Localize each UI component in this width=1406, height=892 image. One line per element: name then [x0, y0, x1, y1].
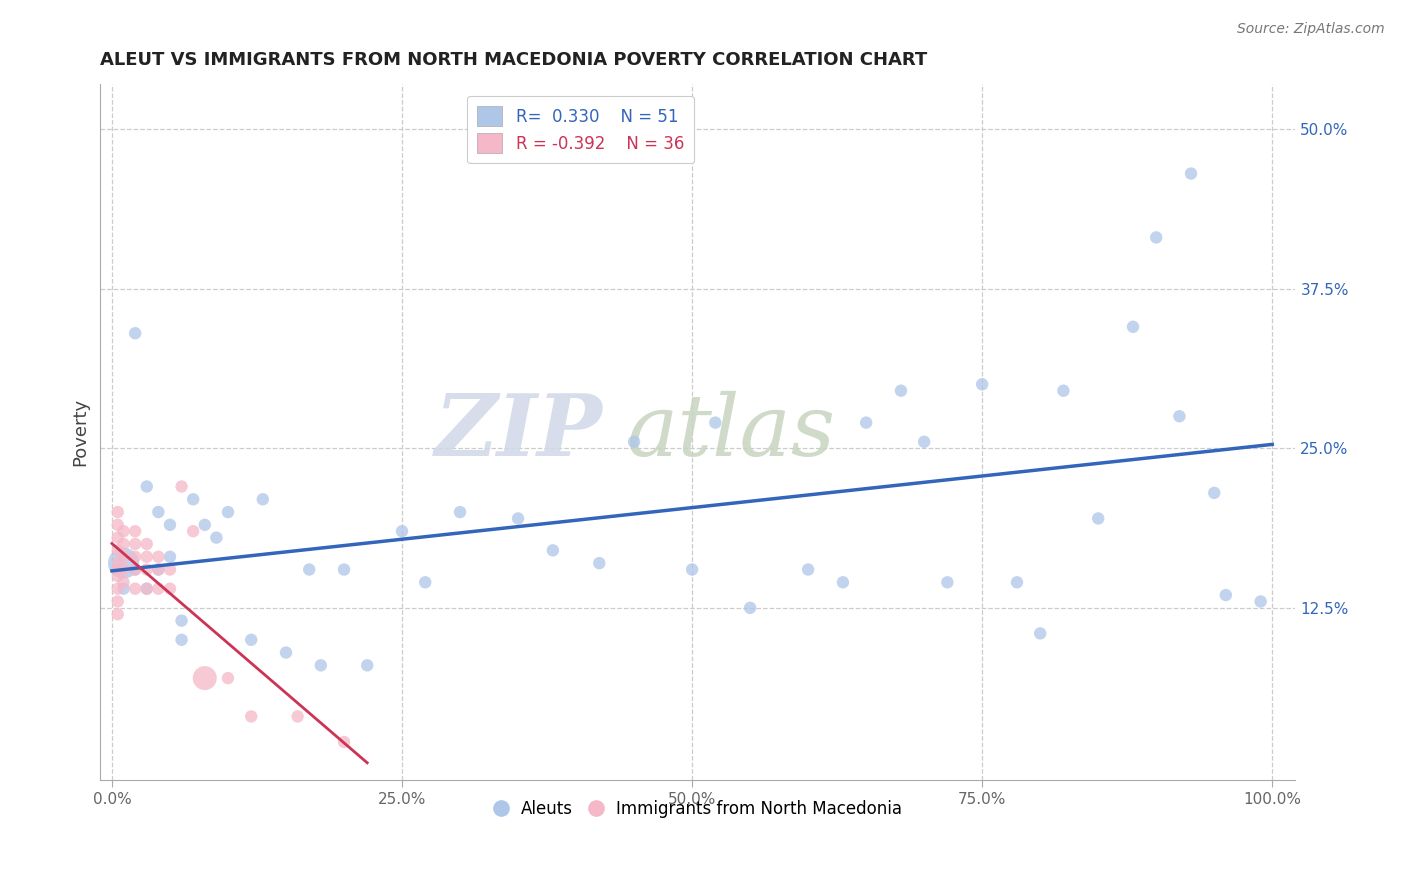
Point: [217, 505, 239, 519]
Text: ALEUT VS IMMIGRANTS FROM NORTH MACEDONIA POVERTY CORRELATION CHART: ALEUT VS IMMIGRANTS FROM NORTH MACEDONIA…: [100, 51, 928, 69]
Point: [832, 575, 855, 590]
Point: [298, 562, 321, 576]
Point: [107, 505, 129, 519]
Point: [274, 646, 297, 660]
Point: [107, 594, 129, 608]
Point: [124, 582, 146, 596]
Point: [135, 562, 157, 576]
Point: [112, 549, 135, 564]
Y-axis label: Poverty: Poverty: [72, 398, 89, 467]
Point: [194, 517, 217, 532]
Point: [181, 492, 204, 507]
Point: [107, 517, 129, 532]
Point: [135, 549, 157, 564]
Point: [170, 479, 193, 493]
Point: [112, 537, 135, 551]
Point: [1052, 384, 1074, 398]
Point: [356, 658, 378, 673]
Point: [194, 671, 217, 685]
Point: [107, 607, 129, 622]
Point: [112, 575, 135, 590]
Point: [855, 416, 877, 430]
Point: [124, 537, 146, 551]
Point: [1029, 626, 1052, 640]
Point: [449, 505, 471, 519]
Point: [148, 562, 170, 576]
Point: [148, 582, 170, 596]
Point: [704, 416, 727, 430]
Point: [588, 556, 610, 570]
Point: [413, 575, 436, 590]
Point: [135, 537, 157, 551]
Point: [1215, 588, 1237, 602]
Point: [623, 434, 645, 449]
Point: [148, 549, 170, 564]
Point: [112, 556, 135, 570]
Point: [797, 562, 820, 576]
Point: [1144, 230, 1167, 244]
Point: [170, 614, 193, 628]
Point: [391, 524, 413, 539]
Point: [333, 562, 356, 576]
Point: [107, 531, 129, 545]
Point: [181, 524, 204, 539]
Point: [1122, 319, 1144, 334]
Point: [107, 543, 129, 558]
Point: [124, 326, 146, 341]
Point: [107, 562, 129, 576]
Point: [124, 562, 146, 576]
Point: [309, 658, 332, 673]
Point: [740, 600, 762, 615]
Point: [112, 582, 135, 596]
Point: [148, 505, 170, 519]
Point: [112, 562, 135, 576]
Point: [148, 562, 170, 576]
Point: [107, 556, 129, 570]
Point: [240, 709, 263, 723]
Point: [1204, 486, 1226, 500]
Point: [1250, 594, 1272, 608]
Text: atlas: atlas: [626, 391, 835, 474]
Point: [159, 517, 181, 532]
Point: [124, 562, 146, 576]
Point: [972, 377, 994, 392]
Point: [217, 671, 239, 685]
Point: [1087, 511, 1109, 525]
Point: [890, 384, 912, 398]
Legend: Aleuts, Immigrants from North Macedonia: Aleuts, Immigrants from North Macedonia: [488, 793, 908, 824]
Point: [124, 524, 146, 539]
Point: [159, 562, 181, 576]
Point: [506, 511, 529, 525]
Point: [912, 434, 935, 449]
Point: [170, 632, 193, 647]
Point: [1005, 575, 1028, 590]
Point: [107, 569, 129, 583]
Point: [333, 735, 356, 749]
Point: [287, 709, 309, 723]
Point: [135, 479, 157, 493]
Point: [936, 575, 959, 590]
Text: Source: ZipAtlas.com: Source: ZipAtlas.com: [1237, 22, 1385, 37]
Point: [159, 582, 181, 596]
Point: [252, 492, 274, 507]
Point: [135, 582, 157, 596]
Point: [240, 632, 263, 647]
Point: [205, 531, 228, 545]
Point: [681, 562, 703, 576]
Point: [159, 549, 181, 564]
Point: [124, 549, 146, 564]
Text: ZIP: ZIP: [434, 391, 602, 474]
Point: [107, 582, 129, 596]
Point: [1168, 409, 1191, 424]
Point: [1180, 167, 1202, 181]
Point: [112, 524, 135, 539]
Point: [135, 582, 157, 596]
Point: [541, 543, 564, 558]
